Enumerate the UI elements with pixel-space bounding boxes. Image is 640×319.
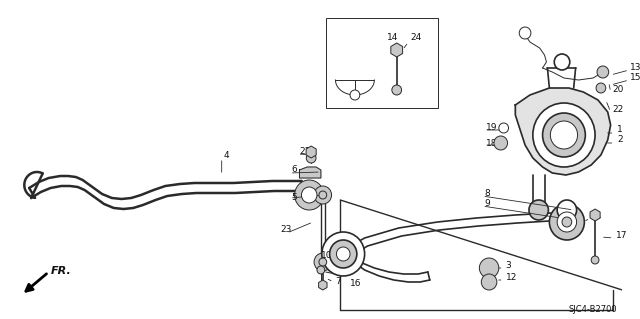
Text: 7: 7 [335,278,341,286]
Circle shape [494,136,508,150]
Circle shape [519,27,531,39]
Circle shape [317,266,324,274]
Text: 3: 3 [506,261,511,270]
Text: 2: 2 [618,136,623,145]
Text: 16: 16 [350,278,362,287]
Circle shape [307,153,316,163]
Text: SJC4-B2700: SJC4-B2700 [569,306,618,315]
Text: 9: 9 [484,198,490,207]
Circle shape [554,54,570,70]
Circle shape [314,186,332,204]
Circle shape [350,90,360,100]
Text: 24: 24 [410,33,422,42]
Circle shape [549,204,584,240]
Bar [326,18,438,108]
Text: 5: 5 [292,194,298,203]
Text: 23: 23 [280,226,291,234]
Circle shape [481,274,497,290]
Text: 15: 15 [630,73,640,83]
Circle shape [479,258,499,278]
Text: 13: 13 [630,63,640,72]
Circle shape [301,187,317,203]
Circle shape [322,232,365,276]
Circle shape [499,123,509,133]
Circle shape [596,83,606,93]
Text: 10: 10 [321,250,332,259]
Circle shape [562,217,572,227]
Circle shape [314,253,332,271]
Circle shape [557,200,577,220]
Circle shape [392,85,401,95]
Circle shape [591,256,599,264]
Circle shape [337,247,350,261]
Text: 4: 4 [223,151,229,160]
Text: 20: 20 [612,85,624,94]
Circle shape [550,121,577,149]
Circle shape [533,103,595,167]
Text: 19: 19 [486,123,498,132]
Text: 1: 1 [618,125,623,135]
Circle shape [319,258,326,266]
Circle shape [319,191,326,199]
Circle shape [557,212,577,232]
Text: 14: 14 [387,33,398,42]
Polygon shape [515,88,611,175]
Text: FR.: FR. [51,266,71,276]
Polygon shape [300,167,321,178]
Text: 6: 6 [292,166,298,174]
Circle shape [543,113,586,157]
Text: 12: 12 [506,273,517,283]
Circle shape [529,200,548,220]
Circle shape [330,240,357,268]
Text: 11: 11 [591,211,603,219]
Text: 21: 21 [300,147,311,157]
Circle shape [597,66,609,78]
Text: 17: 17 [616,231,627,240]
Text: 22: 22 [612,106,624,115]
Circle shape [294,180,324,210]
Text: 8: 8 [484,189,490,197]
Text: 18: 18 [486,138,498,147]
